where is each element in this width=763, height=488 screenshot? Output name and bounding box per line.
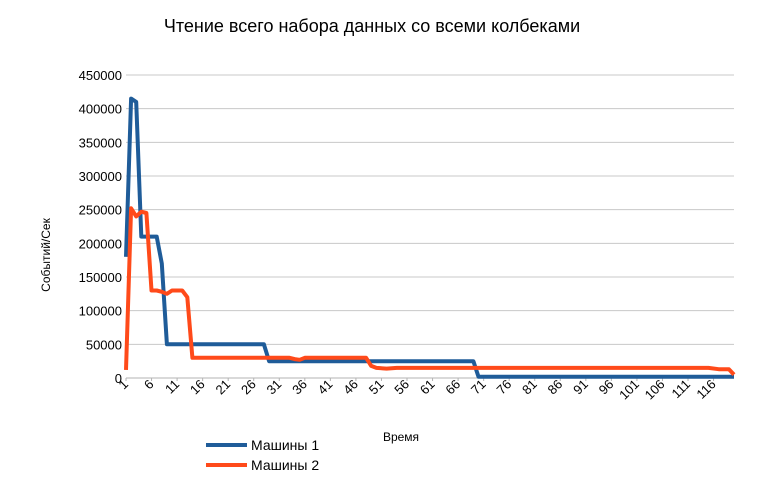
x-tick-label: 46 — [340, 377, 361, 398]
y-tick-label: 350000 — [79, 135, 122, 150]
x-tick-label: 21 — [212, 377, 233, 398]
y-tick-label: 50000 — [86, 337, 122, 352]
series-line-2 — [124, 206, 736, 376]
x-tick-label: 61 — [417, 377, 438, 398]
series-lines — [124, 96, 736, 379]
x-tick-label: 56 — [391, 377, 412, 398]
x-tick-label: 91 — [570, 377, 591, 398]
y-tick-label: 250000 — [79, 203, 122, 218]
x-tick-label: 116 — [693, 377, 718, 402]
x-tick-label: 36 — [289, 377, 310, 398]
legend-label-2: Машины 2 — [251, 457, 319, 473]
y-axis-ticks: 0 50000 100000 150000 200000 250000 300000 3500… — [79, 68, 122, 386]
legend-label-1: Машины 1 — [251, 437, 319, 453]
grid-lines — [126, 74, 734, 379]
x-tick-label: 26 — [238, 377, 259, 398]
x-tick-label: 41 — [315, 377, 336, 398]
x-tick-label: 106 — [642, 377, 668, 403]
x-axis-label: Время — [383, 430, 419, 444]
y-tick-label: 150000 — [79, 270, 122, 285]
series-line-1 — [124, 96, 734, 379]
x-tick-label: 81 — [519, 377, 540, 398]
y-axis-label: Событий/Сек — [39, 217, 53, 291]
x-tick-label: 111 — [669, 377, 694, 402]
x-tick-label: 71 — [468, 377, 489, 398]
x-tick-label: 31 — [264, 377, 285, 398]
y-tick-label: 0 — [115, 371, 122, 386]
chart-title: Чтение всего набора данных со всеми колб… — [164, 16, 580, 36]
x-tick-label: 66 — [442, 377, 463, 398]
x-tick-label: 101 — [616, 377, 642, 403]
x-tick-label: 16 — [187, 377, 208, 398]
y-tick-label: 450000 — [79, 68, 122, 83]
x-tick-label: 1 — [115, 377, 131, 393]
x-axis-ticks: 1 6 11 16 21 26 31 36 41 46 51 56 61 66 71 76 81 86 91 96 10… — [115, 377, 718, 403]
y-tick-label: 100000 — [79, 304, 122, 319]
x-tick-label: 86 — [545, 377, 566, 398]
y-tick-label: 400000 — [79, 102, 122, 117]
x-tick-label: 51 — [366, 377, 387, 398]
x-tick-label: 76 — [493, 377, 514, 398]
y-tick-label: 200000 — [79, 236, 122, 251]
x-tick-label: 6 — [141, 377, 157, 393]
legend: Машины 1 Машины 2 — [206, 437, 319, 473]
y-tick-label: 300000 — [79, 169, 122, 184]
x-tick-label: 96 — [596, 377, 617, 398]
x-tick-label: 11 — [162, 377, 182, 397]
